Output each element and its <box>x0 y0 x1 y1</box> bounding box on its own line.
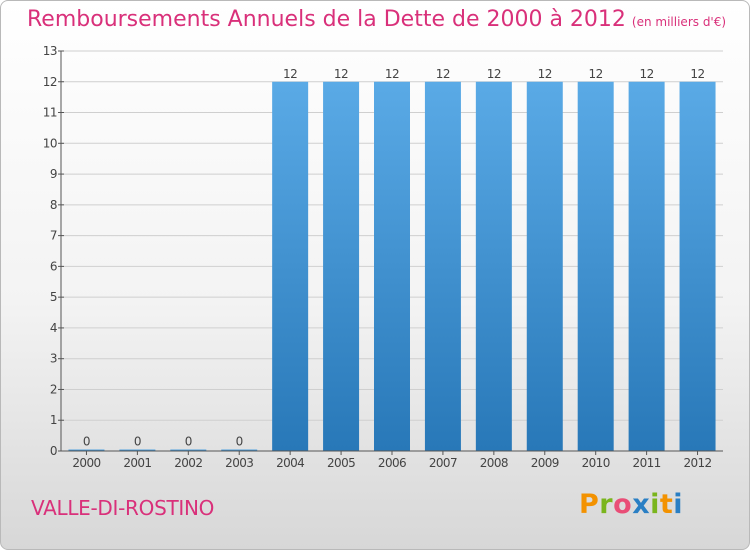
data-label: 0 <box>236 435 243 449</box>
bars <box>68 81 716 452</box>
logo-letter: P <box>579 489 600 520</box>
bar <box>323 81 360 452</box>
data-label: 0 <box>83 435 90 449</box>
bar <box>119 449 156 451</box>
data-label: 0 <box>185 435 192 449</box>
axes <box>58 50 723 455</box>
x-tick-label: 2010 <box>582 456 610 470</box>
x-tick-label: 2006 <box>378 456 406 470</box>
x-tick-label: 2005 <box>327 456 355 470</box>
data-label: 12 <box>639 67 653 81</box>
data-label: 12 <box>589 67 603 81</box>
x-tick-label: 2004 <box>276 456 304 470</box>
bar <box>68 449 105 451</box>
logo-letter: i <box>673 489 684 520</box>
y-tick-label: 7 <box>50 229 57 243</box>
y-tick-label: 1 <box>50 413 57 427</box>
chart-unit-label: (en milliers d'€) <box>631 15 727 29</box>
logo-letter: o <box>613 489 633 520</box>
x-tick-label: 2009 <box>531 456 559 470</box>
x-tick-label: 2003 <box>225 456 253 470</box>
bar <box>272 81 309 452</box>
y-tick-label: 0 <box>50 444 57 458</box>
y-tick-label: 12 <box>43 75 57 89</box>
data-label: 12 <box>538 67 552 81</box>
bar <box>577 81 614 452</box>
y-tick-label: 2 <box>50 382 57 396</box>
logo-letter: i <box>650 489 660 520</box>
data-label: 12 <box>283 67 297 81</box>
bar <box>170 449 207 451</box>
x-tick-label: 2002 <box>174 456 202 470</box>
data-label: 12 <box>436 67 450 81</box>
labels: 0123456789101112130200002001020020200312… <box>43 44 712 470</box>
commune-name: VALLE-DI-ROSTINO <box>31 496 215 520</box>
x-tick-label: 2011 <box>633 456 661 470</box>
y-tick-label: 9 <box>50 167 57 181</box>
logo-letter: x <box>632 489 651 520</box>
bar <box>221 449 258 451</box>
y-tick-label: 13 <box>43 44 57 58</box>
x-tick-label: 2007 <box>429 456 457 470</box>
y-tick-label: 8 <box>50 198 57 212</box>
proxiti-logo[interactable]: Proxiti <box>579 489 683 520</box>
chart-title: Remboursements Annuels de la Dette de 20… <box>27 7 726 32</box>
data-label: 12 <box>334 67 348 81</box>
bar <box>628 81 665 452</box>
logo-letter: t <box>659 489 674 520</box>
x-tick-label: 2012 <box>683 456 711 470</box>
x-tick-label: 2000 <box>72 456 100 470</box>
bar <box>424 81 461 452</box>
bar <box>374 81 410 452</box>
data-label: 0 <box>134 435 141 449</box>
y-tick-label: 10 <box>43 136 57 150</box>
x-tick-label: 2008 <box>480 456 508 470</box>
logo-letter: r <box>599 489 614 520</box>
bar <box>679 81 716 452</box>
y-tick-label: 3 <box>50 352 57 366</box>
bar <box>526 81 563 452</box>
y-tick-label: 4 <box>50 321 57 335</box>
bar <box>475 81 512 452</box>
x-tick-label: 2001 <box>123 456 151 470</box>
data-label: 12 <box>385 67 399 81</box>
data-label: 12 <box>690 67 704 81</box>
y-tick-label: 11 <box>43 106 57 120</box>
chart-title-text: Remboursements Annuels de la Dette de 20… <box>27 7 626 32</box>
data-label: 12 <box>487 67 501 81</box>
y-tick-label: 6 <box>50 259 57 273</box>
y-tick-label: 5 <box>50 290 57 304</box>
